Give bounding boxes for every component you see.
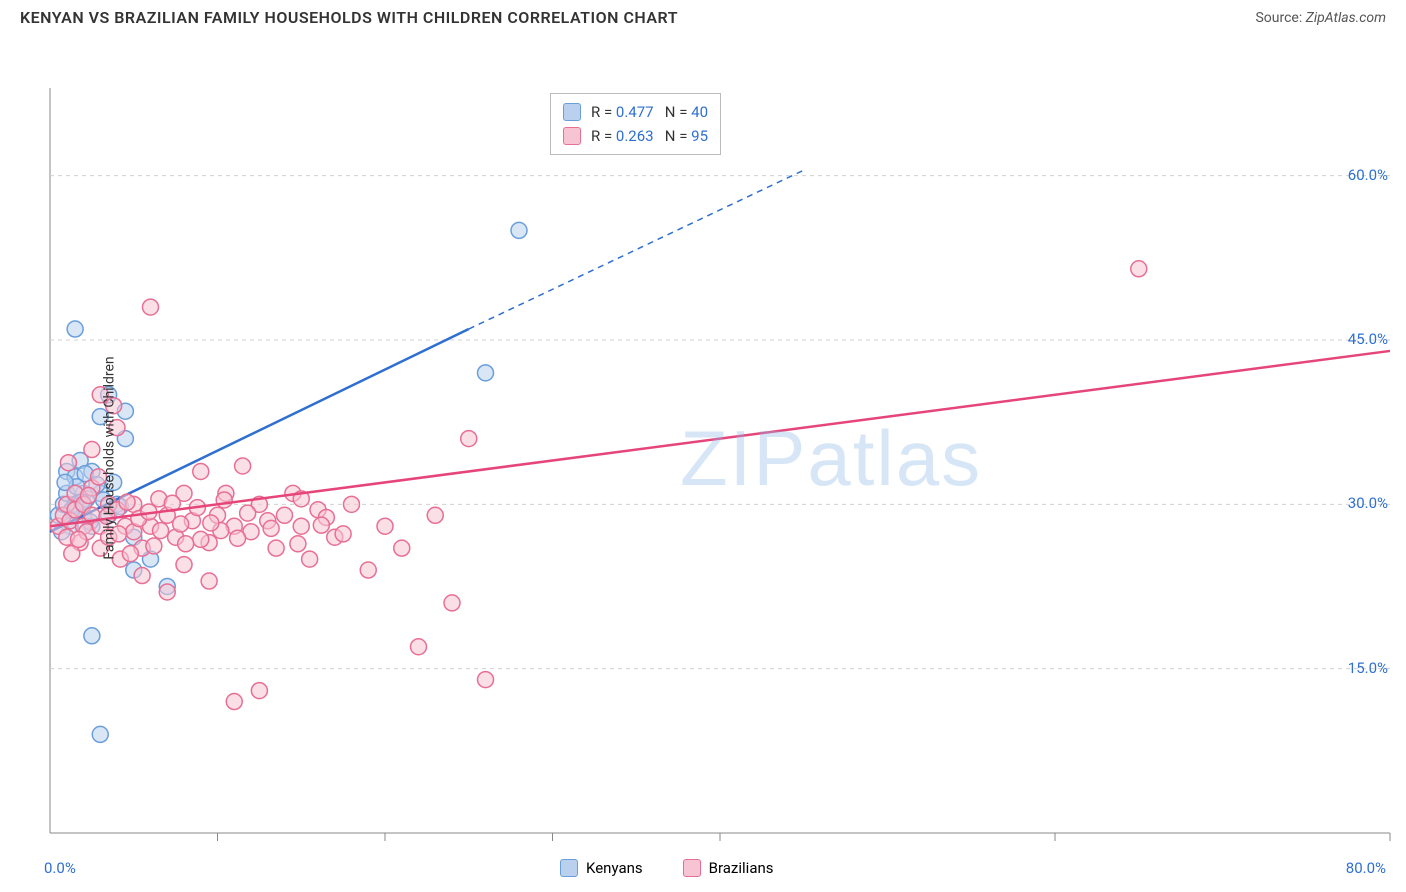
source-attribution: Source: ZipAtlas.com bbox=[1255, 10, 1386, 26]
legend-item: Brazilians bbox=[683, 859, 774, 877]
x-axis-min-label: 0.0% bbox=[44, 859, 76, 877]
series-legend: Kenyans Brazilians bbox=[560, 859, 774, 877]
y-axis-label: Family Households with Children bbox=[102, 356, 118, 559]
page-title: KENYAN VS BRAZILIAN FAMILY HOUSEHOLDS WI… bbox=[20, 8, 678, 27]
correlation-legend: R = 0.477 N = 40R = 0.263 N = 95 bbox=[550, 93, 721, 155]
legend-swatch bbox=[560, 859, 578, 877]
legend-swatch bbox=[563, 127, 581, 145]
legend-stats: R = 0.477 N = 40 bbox=[591, 100, 708, 124]
legend-item: Kenyans bbox=[560, 859, 643, 877]
legend-row: R = 0.477 N = 40 bbox=[563, 100, 708, 124]
y-tick-label: 45.0% bbox=[1348, 330, 1388, 348]
legend-row: R = 0.263 N = 95 bbox=[563, 124, 708, 148]
scatter-chart bbox=[0, 33, 1406, 873]
x-axis-max-label: 80.0% bbox=[1346, 859, 1386, 877]
y-tick-label: 60.0% bbox=[1348, 166, 1388, 184]
legend-label: Brazilians bbox=[709, 859, 774, 877]
y-tick-label: 15.0% bbox=[1348, 659, 1388, 677]
chart-container: Family Households with Children ZIPatlas… bbox=[0, 33, 1406, 883]
legend-swatch bbox=[563, 103, 581, 121]
y-tick-label: 30.0% bbox=[1348, 494, 1388, 512]
legend-swatch bbox=[683, 859, 701, 877]
legend-stats: R = 0.263 N = 95 bbox=[591, 124, 708, 148]
legend-label: Kenyans bbox=[586, 859, 643, 877]
